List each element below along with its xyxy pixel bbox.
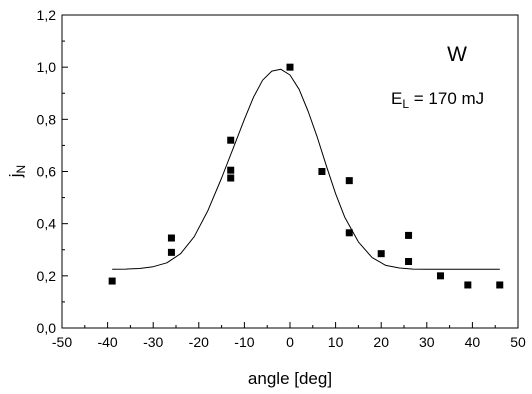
y-tick-label: 1,2 [37,7,57,23]
fit-curve [112,68,500,270]
data-point [405,257,413,265]
data-point [436,272,444,280]
data-point [464,281,472,289]
y-axis-title-subscript: N [14,165,28,174]
data-point [227,166,235,174]
data-point [227,136,235,144]
y-tick-label: 0,6 [37,164,57,180]
y-tick-label: 0,4 [37,216,57,232]
data-point [405,231,413,239]
y-axis-title-main: j [6,173,25,178]
data-point [227,174,235,182]
data-point [318,168,326,175]
y-tick-label: 0,2 [37,268,57,284]
element-label: W [447,43,467,66]
energy-label-subscript: L [402,97,409,111]
x-tick-label: -10 [234,334,254,350]
y-axis-title: jN [6,165,28,178]
data-point [345,229,353,237]
data-point [345,177,353,185]
data-point [167,248,175,256]
x-tick-label: -20 [189,334,209,350]
x-tick-label: 20 [373,334,389,350]
y-tick-label: 0,8 [37,111,57,127]
x-tick-label: -50 [52,334,72,350]
energy-label: EL = 170 mJ [391,89,484,111]
data-point [496,281,504,289]
y-tick-label: 0,0 [37,320,57,336]
x-axis-title: angle [deg] [248,369,332,388]
x-tick-label: 30 [419,334,435,350]
data-points-layer [108,63,504,289]
x-tick-label: 40 [465,334,481,350]
x-tick-label: -40 [97,334,117,350]
data-point [286,63,294,71]
y-tick-label: 1,0 [37,59,57,75]
data-point [108,277,116,285]
x-tick-label: 0 [286,334,294,350]
energy-label-value: = 170 mJ [409,89,484,108]
fit-curve-layer [112,68,500,270]
data-point [167,234,175,242]
x-tick-label: 10 [328,334,344,350]
energy-label-symbol: E [391,89,402,108]
x-tick-label: -30 [143,334,163,350]
x-tick-label: 50 [510,334,526,350]
data-point [377,250,385,258]
axis-ticks: -50 -40 -30 -20 -10 0 10 20 30 40 50 0,0 0,2 0,4 0,6 0,… [37,7,526,350]
